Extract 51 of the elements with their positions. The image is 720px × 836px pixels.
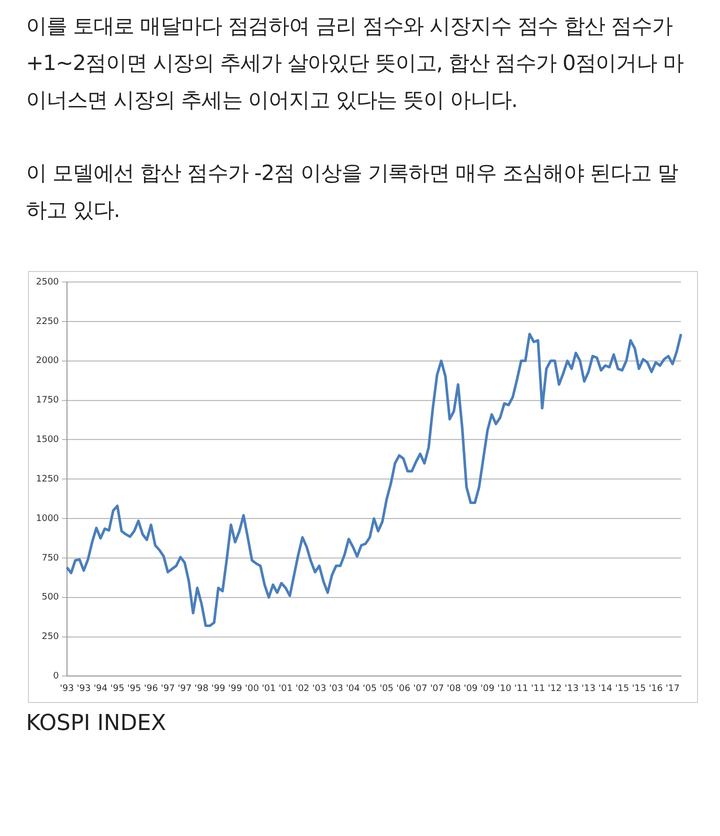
x-tick-label: '12 bbox=[548, 684, 562, 694]
x-tick-label: '05 bbox=[380, 684, 394, 694]
x-tick-label: '13 bbox=[564, 684, 579, 694]
x-tick-label: '00 bbox=[245, 684, 260, 694]
x-tick-label: '95 bbox=[127, 684, 142, 694]
y-tick-label: 2000 bbox=[36, 356, 60, 366]
x-tick-label: '94 bbox=[94, 684, 108, 694]
text: 이를 토대로 매달마다 점검하여 금리 점수와 시장지수 점수 합산 점수가 +1~2점이면 시장의 추세가 살아있단 뜻이고, 합산 점수가 0점이거나 마이너스면 시장의 추세는 이어지고 있다는 뜻이 아니다. bbox=[26, 13, 684, 114]
x-tick-label: '11 bbox=[514, 684, 528, 694]
x-tick-label: '10 bbox=[497, 684, 512, 694]
y-tick-label: 500 bbox=[42, 592, 60, 603]
x-tick-label: '09 bbox=[464, 684, 478, 694]
x-tick-label: '11 bbox=[531, 684, 545, 694]
text: KOSPI INDEX bbox=[26, 711, 168, 736]
y-tick-label: 0 bbox=[53, 672, 60, 682]
y-tick-label: 250 bbox=[42, 632, 60, 642]
x-tick-label: '96 bbox=[144, 684, 158, 694]
x-tick-label: '08 bbox=[446, 684, 462, 694]
x-tick-label: '97 bbox=[160, 684, 175, 694]
y-tick-label: 750 bbox=[42, 553, 60, 564]
x-tick-label: '98 bbox=[194, 684, 209, 694]
x-tick-label: '95 bbox=[110, 684, 124, 694]
y-tick-label: 2250 bbox=[36, 316, 60, 327]
x-tick-label: '15 bbox=[632, 684, 646, 694]
x-tick-label: '97 bbox=[178, 684, 192, 694]
x-tick-label: '03 bbox=[329, 684, 344, 694]
x-tick-label: '09 bbox=[480, 684, 495, 694]
x-tick-label: '93 bbox=[60, 684, 74, 694]
x-tick-label: '07 bbox=[430, 684, 444, 694]
x-tick-label: '01 bbox=[262, 684, 276, 694]
x-tick-label: '07 bbox=[413, 684, 428, 694]
x-tick-label: '03 bbox=[312, 684, 326, 694]
y-tick-label: 1750 bbox=[36, 396, 60, 406]
y-tick-label: 1500 bbox=[36, 435, 60, 446]
x-tick-label: '17 bbox=[666, 684, 680, 694]
y-tick-label: 1000 bbox=[36, 514, 60, 524]
x-tick-label: '14 bbox=[598, 684, 613, 694]
x-tick-label: '13 bbox=[581, 684, 596, 694]
x-tick-label: '99 bbox=[211, 684, 226, 694]
x-tick-label: '04 bbox=[346, 684, 360, 694]
x-tick-label: '16 bbox=[648, 684, 663, 694]
x-tick-label: '99 bbox=[228, 684, 242, 694]
x-tick-label: '93 bbox=[76, 684, 91, 694]
text: 이 모델에선 합산 점수가 -2점 이상을 기록하면 매우 조심해야 된다고 말하고 있다. bbox=[26, 160, 679, 224]
x-tick-label: '06 bbox=[396, 684, 411, 694]
x-tick-label: '05 bbox=[362, 684, 377, 694]
y-tick-label: 1250 bbox=[36, 474, 60, 484]
y-tick-label: 2500 bbox=[36, 277, 60, 288]
x-tick-label: '01 bbox=[278, 684, 293, 694]
x-tick-label: '02 bbox=[295, 684, 310, 694]
x-tick-label: '15 bbox=[615, 684, 630, 694]
